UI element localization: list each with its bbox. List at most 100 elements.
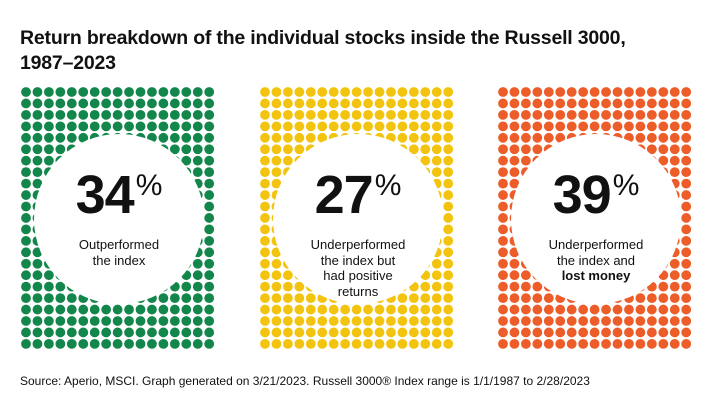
dot — [147, 316, 157, 326]
dot — [612, 304, 623, 315]
dot — [509, 339, 520, 349]
dot — [21, 121, 31, 132]
dot — [78, 110, 89, 120]
dot — [66, 121, 77, 132]
dot — [44, 155, 54, 166]
dot — [340, 304, 351, 315]
dot — [498, 247, 508, 258]
dot — [431, 281, 442, 292]
dot — [112, 327, 123, 338]
dot — [532, 304, 543, 315]
dot — [443, 201, 454, 212]
dot — [340, 316, 351, 326]
dot — [509, 281, 520, 292]
dot — [431, 316, 442, 326]
dot — [204, 155, 215, 166]
dot — [192, 270, 203, 281]
dot — [555, 316, 566, 326]
dot — [431, 144, 442, 155]
dot — [443, 258, 454, 269]
dot — [340, 110, 351, 120]
dot — [260, 247, 270, 258]
dot — [601, 339, 611, 349]
dot — [669, 144, 680, 155]
dot — [498, 213, 508, 223]
dot — [408, 316, 419, 326]
dot — [328, 316, 339, 326]
dot — [260, 281, 270, 292]
dot — [498, 155, 508, 166]
dot — [443, 304, 454, 315]
dot — [681, 270, 692, 281]
dot — [397, 316, 408, 326]
dot — [624, 339, 634, 349]
dot — [101, 121, 112, 132]
dot — [635, 304, 646, 315]
dot — [204, 213, 215, 223]
dot — [443, 293, 454, 303]
dot — [147, 98, 157, 109]
dot — [169, 327, 180, 338]
dot — [32, 327, 43, 338]
dot — [204, 87, 215, 97]
dot — [260, 293, 270, 303]
dot — [601, 121, 611, 132]
stat-circle-outperformed: 34% Outperformed the index — [34, 134, 204, 304]
dot — [669, 132, 680, 143]
dot — [543, 98, 554, 109]
dot — [260, 201, 270, 212]
dot — [397, 98, 408, 109]
dot — [612, 121, 623, 132]
dot — [181, 293, 192, 303]
dot — [351, 121, 362, 132]
dot — [55, 327, 66, 338]
dot — [44, 87, 54, 97]
dot — [374, 110, 385, 120]
dot — [681, 258, 692, 269]
dot — [386, 327, 396, 338]
dot — [158, 316, 169, 326]
dot — [578, 98, 589, 109]
dot — [112, 339, 123, 349]
dot — [498, 281, 508, 292]
dot — [397, 132, 408, 143]
label-line: the index but — [320, 252, 396, 268]
percent-value: 39 — [552, 165, 612, 225]
dot — [283, 121, 293, 132]
dot — [498, 121, 508, 132]
label-line: the index — [92, 252, 146, 268]
dot — [260, 110, 270, 120]
dot — [21, 155, 31, 166]
dot — [21, 167, 31, 178]
dot — [21, 201, 31, 212]
dot — [386, 339, 396, 349]
dot — [397, 327, 408, 338]
dot — [181, 132, 192, 143]
dot — [169, 304, 180, 315]
dot — [169, 132, 180, 143]
dot — [32, 110, 43, 120]
dot — [601, 304, 611, 315]
dot — [32, 121, 43, 132]
dot — [135, 110, 146, 120]
label-line: Outperformed — [78, 237, 160, 252]
dot — [192, 144, 203, 155]
dot — [317, 87, 328, 97]
dot — [260, 98, 270, 109]
dot — [317, 121, 328, 132]
dot — [32, 155, 43, 166]
category-label: Underperformed the index but had positiv… — [273, 237, 443, 299]
dot — [363, 98, 373, 109]
dot — [305, 327, 316, 338]
chart-title-line-1: Return breakdown of the individual stock… — [20, 27, 626, 49]
dot — [169, 121, 180, 132]
dot — [78, 316, 89, 326]
label-line-bold: lost money — [561, 268, 631, 283]
dot — [681, 121, 692, 132]
dot — [192, 339, 203, 349]
dot — [420, 293, 431, 303]
dot — [181, 121, 192, 132]
dot — [124, 98, 134, 109]
dot — [543, 304, 554, 315]
dot — [543, 110, 554, 120]
